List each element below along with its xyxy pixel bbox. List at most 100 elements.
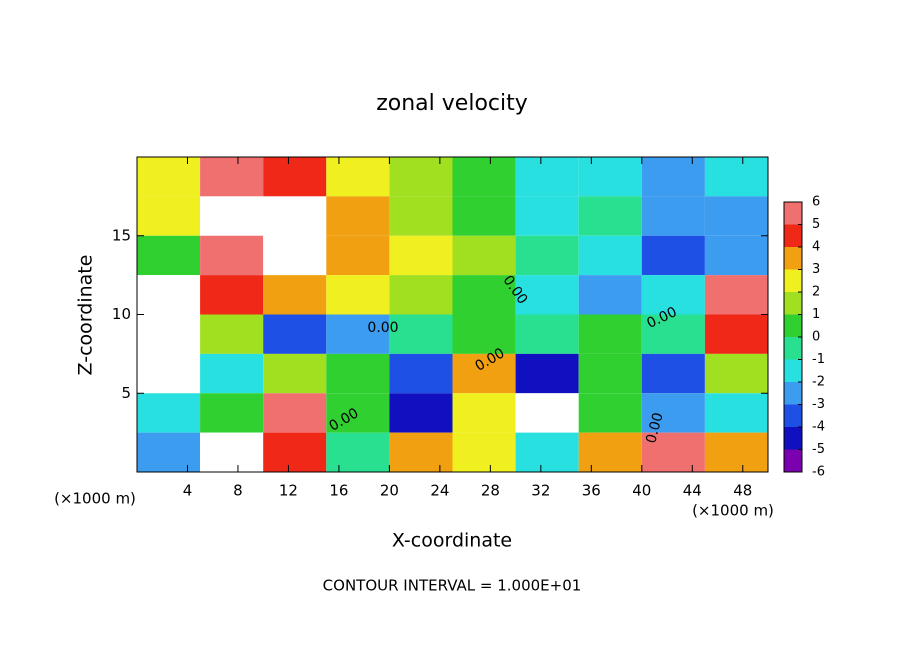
cell: [452, 432, 516, 472]
colorbar-band: [784, 314, 802, 337]
x-tick-label: 4: [183, 482, 193, 500]
cell: [515, 196, 579, 236]
cell: [263, 235, 327, 276]
cell: [200, 314, 264, 354]
colorbar-tick-label: -4: [812, 420, 825, 435]
cell: [641, 353, 705, 394]
cell: [137, 235, 201, 276]
colorbar-band: [784, 292, 802, 315]
x-unit-label: (×1000 m): [54, 490, 136, 508]
cell: [515, 314, 579, 354]
cell: [578, 353, 642, 394]
cell: [641, 157, 705, 197]
cell: [704, 275, 768, 315]
cell: [389, 314, 453, 354]
cell: [137, 196, 201, 236]
cell: [515, 393, 579, 433]
cell: [326, 432, 390, 472]
cell: [452, 157, 516, 197]
colorbar-tick-label: 5: [812, 217, 820, 232]
y-tick-label: 15: [112, 226, 131, 244]
colorbar-band: [784, 224, 802, 247]
cell: [200, 196, 264, 236]
cell: [326, 196, 390, 236]
cell: [137, 393, 201, 433]
cell: [137, 275, 201, 315]
x-tick-label: 48: [733, 482, 752, 500]
cell: [389, 432, 453, 472]
cell: [578, 314, 642, 354]
cell: [200, 157, 264, 197]
colorbar-tick-label: -2: [812, 375, 825, 390]
cell: [641, 432, 705, 472]
cell: [200, 432, 264, 472]
colorbar-band: [784, 404, 802, 427]
cell: [389, 196, 453, 236]
cell: [326, 235, 390, 276]
cell: [704, 314, 768, 354]
cell: [389, 235, 453, 276]
cell: [641, 235, 705, 276]
colorbar-band: [784, 247, 802, 270]
contour-label: 0.00: [643, 411, 667, 445]
colorbar-tick-label: 4: [812, 240, 820, 255]
chart-title: zonal velocity: [376, 91, 528, 116]
colorbar-band: [784, 337, 802, 360]
cell: [137, 314, 201, 354]
x-tick-label: 32: [531, 482, 550, 500]
cell: [137, 353, 201, 394]
cell: [704, 235, 768, 276]
colorbar-tick-label: 2: [812, 285, 820, 300]
y-axis-label: Z-coordinate: [75, 255, 97, 376]
cell: [263, 353, 327, 394]
cell: [641, 393, 705, 433]
cell: [137, 432, 201, 472]
cell: [641, 196, 705, 236]
cell: [200, 275, 264, 315]
cell: [578, 393, 642, 433]
contour-note: CONTOUR INTERVAL = 1.000E+01: [323, 577, 582, 595]
cell: [515, 275, 579, 315]
colorbar-band: [784, 202, 802, 225]
cell: [389, 275, 453, 315]
cell: [137, 157, 201, 197]
cell: [389, 353, 453, 394]
cell: [263, 432, 327, 472]
cell: [452, 314, 516, 354]
cell: [263, 393, 327, 433]
cell: [326, 353, 390, 394]
cell: [704, 432, 768, 472]
contour-label: 0.00: [367, 320, 398, 336]
colorbar-tick-label: -6: [812, 465, 825, 480]
cell: [641, 275, 705, 315]
y-tick-label: 10: [112, 305, 131, 323]
cell: [452, 275, 516, 315]
cell: [515, 432, 579, 472]
cell: [515, 235, 579, 276]
cell: [452, 353, 516, 394]
colorbar-band: [784, 382, 802, 405]
x-tick-label: 36: [582, 482, 601, 500]
cell: [326, 314, 390, 354]
cell: [704, 393, 768, 433]
cell: [263, 196, 327, 236]
cell: [704, 353, 768, 394]
cell: [326, 393, 390, 433]
cell: [326, 157, 390, 197]
colorbar-tick-label: -1: [812, 352, 825, 367]
cell: [578, 235, 642, 276]
x-tick-label: 12: [279, 482, 298, 500]
x-tick-label: 20: [380, 482, 399, 500]
cell: [452, 393, 516, 433]
x-tick-label: 8: [233, 482, 243, 500]
cell: [200, 393, 264, 433]
cell: [263, 157, 327, 197]
cell: [578, 157, 642, 197]
cell: [515, 157, 579, 197]
cell: [578, 432, 642, 472]
x-unit-label: (×1000 m): [692, 502, 774, 520]
cell: [704, 196, 768, 236]
cell: [200, 353, 264, 394]
x-tick-label: 16: [329, 482, 348, 500]
